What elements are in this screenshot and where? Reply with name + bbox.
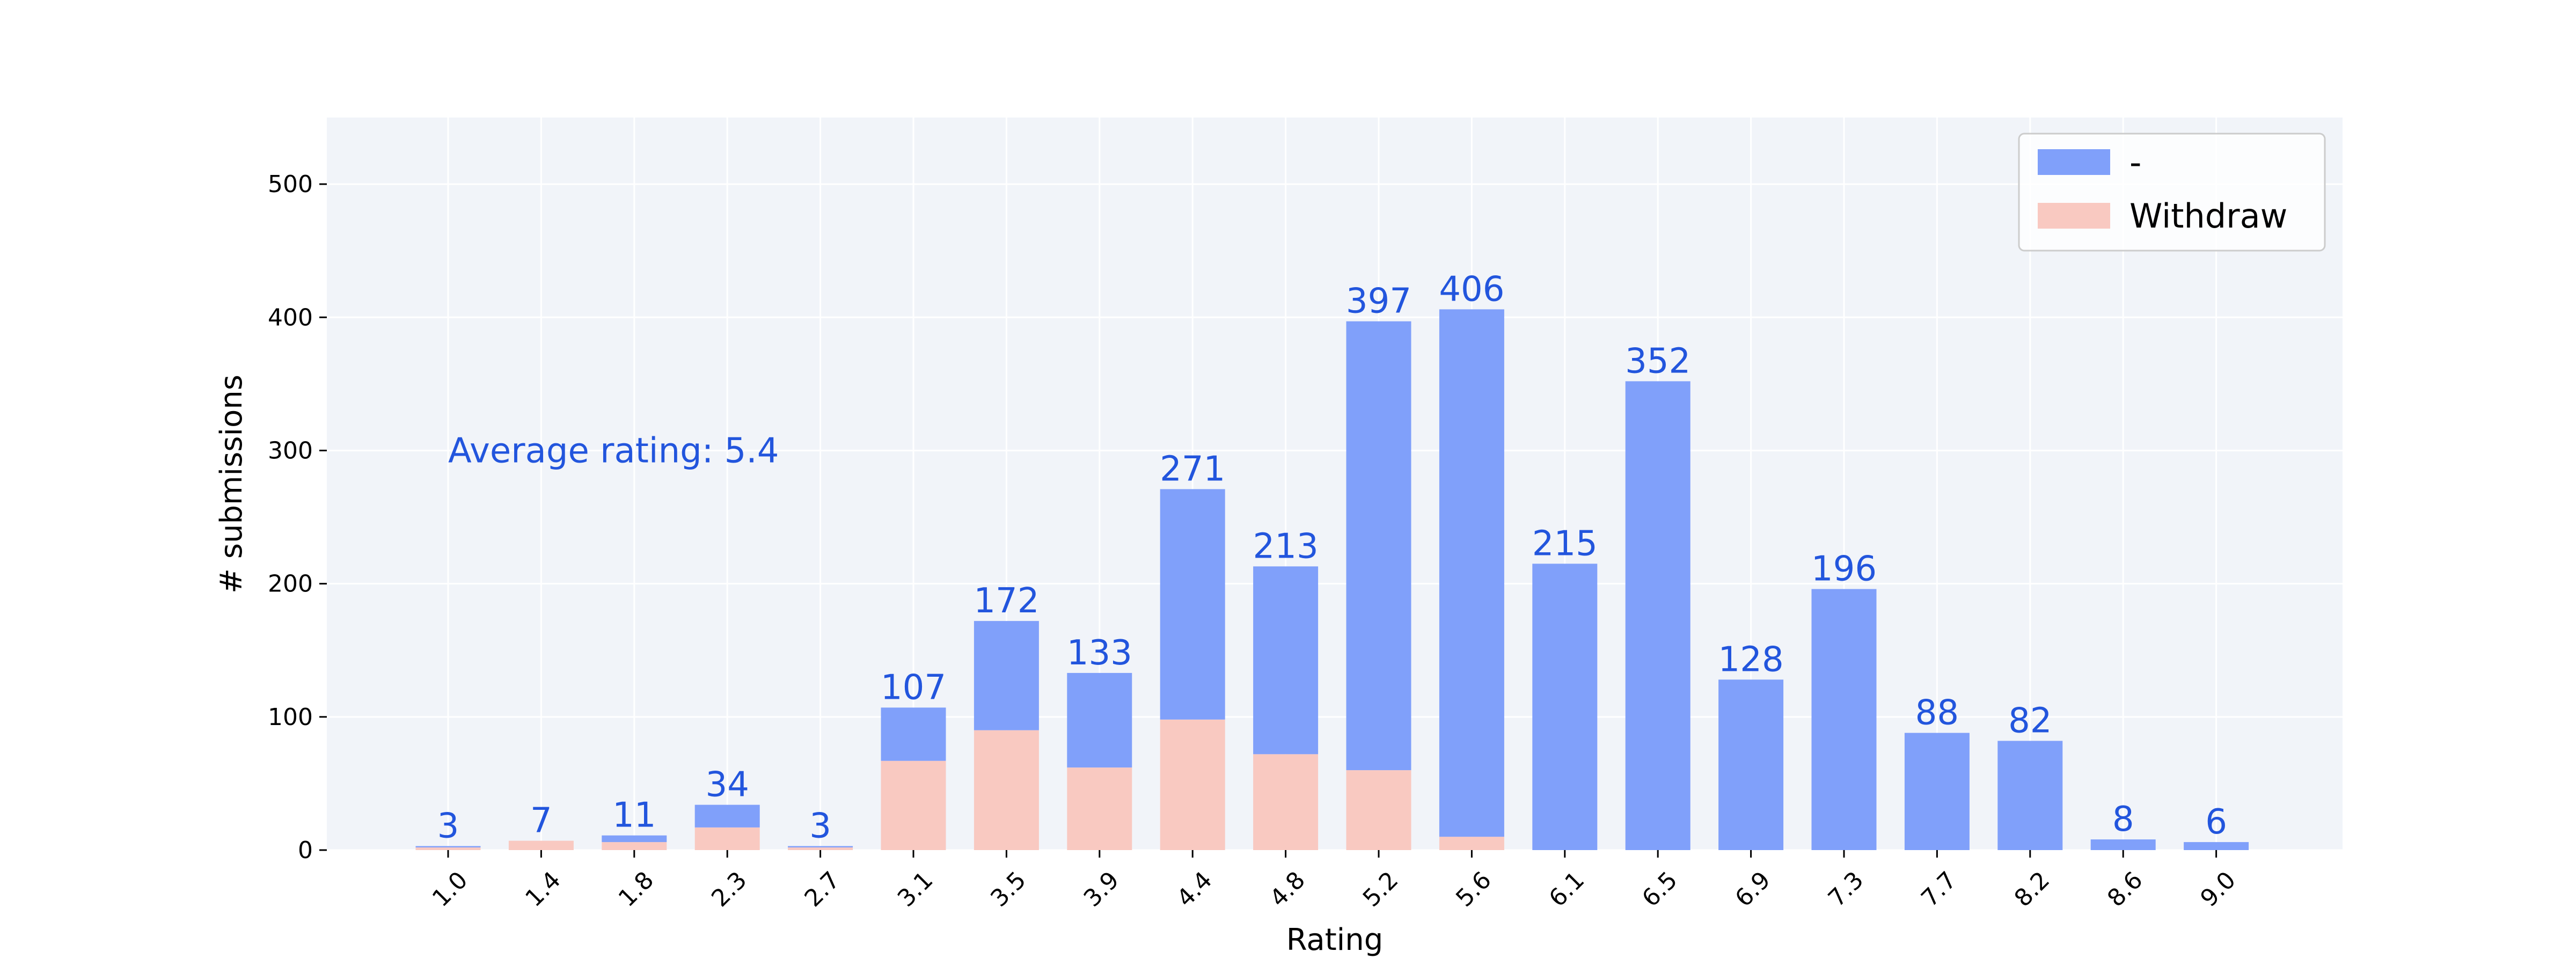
y-tick-label-400: 400 (268, 304, 313, 331)
bar-total-label-1.0: 3 (437, 807, 459, 846)
bar-dash-5.6 (1439, 309, 1504, 837)
y-axis: 0 100 200 300 400 500 (268, 171, 327, 864)
bar-total-label-2.3: 34 (705, 765, 749, 805)
x-tick-label-7.3: 7.3 (1823, 866, 1869, 912)
x-tick-label-6.1: 6.1 (1544, 866, 1590, 912)
bar-total-label-3.9: 133 (1067, 633, 1132, 673)
bar-withdraw-5.6 (1439, 837, 1504, 850)
x-tick-label-2.7: 2.7 (799, 866, 845, 912)
bar-dash-4.8 (1253, 566, 1319, 755)
bar-dash-1.8 (602, 835, 667, 843)
bar-withdraw-3.1 (881, 760, 946, 850)
bar-dash-8.6 (2090, 839, 2156, 850)
legend-swatch-dash (2038, 149, 2110, 175)
y-tick-label-100: 100 (268, 704, 313, 731)
bar-total-label-5.2: 397 (1346, 282, 1411, 321)
bar-dash-3.9 (1067, 672, 1132, 768)
bar-dash-3.1 (881, 707, 946, 761)
bar-total-label-3.5: 172 (974, 581, 1039, 621)
bar-dash-1.0 (415, 846, 481, 848)
bar-withdraw-5.2 (1346, 770, 1411, 850)
bar-total-label-6.9: 128 (1718, 640, 1784, 679)
bar-withdraw-1.4 (508, 840, 574, 850)
x-axis-title: Rating (1286, 923, 1384, 957)
x-tick-label-1.0: 1.0 (427, 866, 473, 912)
bar-withdraw-4.4 (1160, 719, 1225, 850)
legend-label-dash: - (2129, 143, 2141, 182)
bar-total-labels: 3 7 11 34 3 107 172 133 271 213 397 406 215 352 128 196… (437, 269, 2227, 846)
x-axis: 1.0 1.4 1.8 2.3 2.7 3.1 3.5 3.9 4.4 4.8 5.2 5.6 6.1 6… (427, 850, 2241, 912)
x-tick-label-6.9: 6.9 (1730, 866, 1776, 912)
bar-withdraw-2.3 (694, 827, 760, 850)
plot-area (327, 118, 2343, 850)
x-tick-label-2.3: 2.3 (706, 866, 752, 912)
bar-dash-8.2 (1997, 741, 2063, 850)
bar-total-label-1.8: 11 (612, 796, 656, 836)
bar-total-label-5.6: 406 (1439, 269, 1504, 309)
y-tick-label-500: 500 (268, 171, 313, 198)
bar-total-label-6.1: 215 (1532, 524, 1598, 564)
average-rating-annotation: Average rating: 5.4 (448, 431, 779, 471)
x-tick-label-3.5: 3.5 (985, 866, 1031, 912)
y-tick-label-200: 200 (268, 570, 313, 598)
bar-withdraw-2.7 (788, 847, 853, 850)
legend-swatch-withdraw (2038, 203, 2110, 229)
bar-total-label-3.1: 107 (881, 668, 946, 707)
bar-withdraw-4.8 (1253, 754, 1319, 850)
x-tick-label-4.8: 4.8 (1264, 866, 1311, 912)
x-tick-label-9.0: 9.0 (2195, 866, 2241, 912)
bar-withdraw-1.0 (415, 847, 481, 850)
legend: - Withdraw (2018, 133, 2326, 252)
bar-total-label-2.7: 3 (809, 807, 831, 846)
bar-withdraw-1.8 (602, 842, 667, 850)
x-tick-label-5.6: 5.6 (1451, 866, 1497, 912)
bar-dash-7.3 (1811, 589, 1877, 850)
bar-dash-6.9 (1718, 679, 1784, 850)
x-tick-label-8.2: 8.2 (2009, 866, 2055, 912)
bars (415, 309, 2249, 850)
bar-total-label-8.6: 8 (2112, 800, 2134, 839)
bar-total-label-7.3: 196 (1811, 550, 1877, 589)
y-axis-title: # submissions (214, 375, 249, 594)
bar-dash-6.5 (1625, 381, 1690, 850)
x-tick-label-8.6: 8.6 (2102, 866, 2148, 912)
x-tick-label-7.7: 7.7 (1916, 866, 1962, 912)
bar-total-label-4.8: 213 (1253, 526, 1319, 566)
x-tick-label-1.8: 1.8 (613, 866, 660, 912)
bar-dash-6.1 (1532, 564, 1598, 850)
y-tick-label-300: 300 (268, 437, 313, 464)
bar-total-label-1.4: 7 (530, 801, 552, 841)
bar-total-label-6.5: 352 (1625, 341, 1690, 381)
bar-total-label-4.4: 271 (1160, 449, 1225, 489)
bar-total-label-7.7: 88 (1915, 693, 1959, 733)
bar-dash-2.7 (788, 846, 853, 848)
y-tick-label-0: 0 (298, 837, 313, 864)
bar-dash-3.5 (974, 621, 1039, 730)
bar-total-label-8.2: 82 (2008, 701, 2052, 741)
legend-label-withdraw: Withdraw (2129, 196, 2287, 236)
x-tick-label-5.2: 5.2 (1358, 866, 1404, 912)
x-tick-label-4.4: 4.4 (1172, 866, 1218, 912)
x-tick-label-3.1: 3.1 (892, 866, 939, 912)
bar-dash-9.0 (2184, 842, 2249, 850)
bar-withdraw-3.9 (1067, 767, 1132, 850)
bar-dash-7.7 (1904, 733, 1970, 850)
x-tick-label-1.4: 1.4 (520, 866, 566, 912)
bar-dash-2.3 (694, 804, 760, 828)
bar-withdraw-3.5 (974, 730, 1039, 850)
x-tick-label-6.5: 6.5 (1637, 866, 1683, 912)
bar-dash-4.4 (1160, 489, 1225, 720)
bar-total-label-9.0: 6 (2205, 802, 2227, 842)
x-tick-label-3.9: 3.9 (1079, 866, 1125, 912)
bar-dash-5.2 (1346, 321, 1411, 771)
